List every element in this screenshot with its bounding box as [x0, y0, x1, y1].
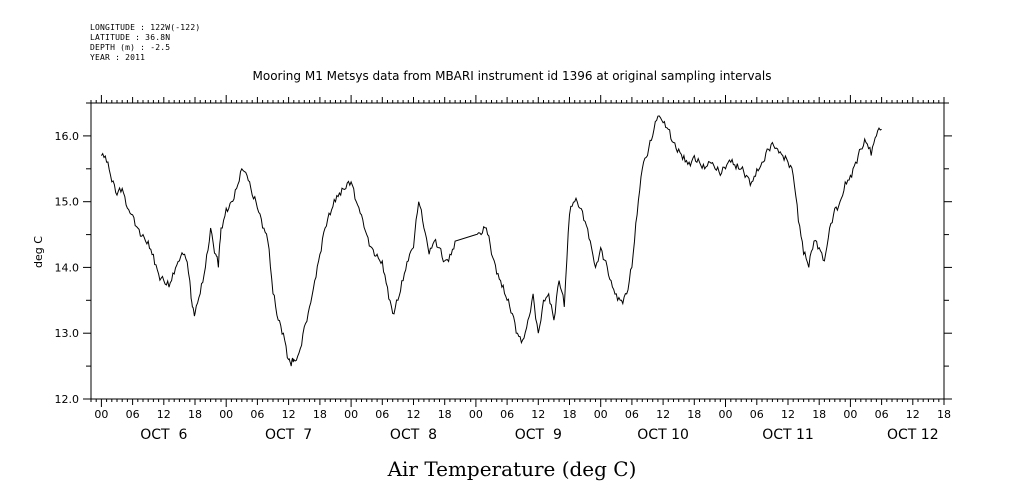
x-day-label: OCT 9	[515, 427, 562, 443]
x-day-labels: OCT 6 OCT 7 OCT 8 OCT 9 OCT 10 OCT 11 OCT 12	[140, 427, 938, 443]
y-tick-label: 16.0	[55, 130, 80, 143]
latitude-label: LATITUDE : 36.8N	[90, 33, 171, 42]
x-tick-label: 12	[531, 408, 545, 421]
x-tick-label: 12	[906, 408, 920, 421]
x-day-label: OCT 11	[762, 427, 814, 443]
x-tick-label: 12	[157, 408, 171, 421]
series-line-air-temperature	[100, 115, 882, 367]
x-tick-label: 06	[126, 408, 140, 421]
y-tick-label: 15.0	[55, 196, 80, 209]
x-tick-label: 12	[282, 408, 296, 421]
year-label: YEAR : 2011	[90, 53, 146, 62]
x-tick-label: 18	[188, 408, 202, 421]
x-tick-label: 18	[313, 408, 327, 421]
longitude-label: LONGITUDE : 122W(-122)	[90, 23, 201, 32]
y-axis-label: deg C	[32, 236, 45, 268]
x-tick-label: 12	[656, 408, 670, 421]
y-tick-label: 12.0	[55, 393, 80, 406]
x-tick-label: 18	[687, 408, 701, 421]
x-day-label: OCT 8	[390, 427, 437, 443]
x-tick-label: 12	[781, 408, 795, 421]
x-tick-label: 12	[407, 408, 421, 421]
x-axis-label: Air Temperature (deg C)	[387, 457, 637, 481]
x-tick-label: 06	[250, 408, 264, 421]
x-tick-label: 06	[500, 408, 514, 421]
x-tick-label: 06	[750, 408, 764, 421]
x-tick-label: 18	[937, 408, 951, 421]
x-day-label: OCT 7	[265, 427, 312, 443]
y-tick-label: 13.0	[55, 327, 80, 340]
x-tick-label: 00	[344, 408, 358, 421]
x-tick-label: 06	[625, 408, 639, 421]
y-tick-label: 14.0	[55, 261, 80, 274]
depth-label: DEPTH (m) : -2.5	[90, 43, 171, 52]
x-tick-label: 06	[875, 408, 889, 421]
x-tick-labels: 00 06 12 18 00 06 12 18 00 06 12 18 00 06 12 18 00 06 12 18…	[94, 408, 951, 421]
x-tick-label: 18	[563, 408, 577, 421]
x-day-label: OCT 12	[887, 427, 939, 443]
chart-title: Mooring M1 Metsys data from MBARI instru…	[253, 69, 772, 83]
x-tick-label: 00	[719, 408, 733, 421]
x-tick-label: 18	[812, 408, 826, 421]
x-day-label: OCT 6	[140, 427, 187, 443]
x-tick-label: 00	[219, 408, 233, 421]
plot-frame	[90, 102, 945, 400]
y-tick-labels: 12.0 13.0 14.0 15.0 16.0	[55, 130, 80, 406]
x-day-label: OCT 10	[637, 427, 689, 443]
x-tick-label: 00	[843, 408, 857, 421]
x-tick-label: 06	[375, 408, 389, 421]
x-tick-label: 00	[94, 408, 108, 421]
x-tick-label: 18	[438, 408, 452, 421]
x-tick-label: 00	[594, 408, 608, 421]
axis-ticks	[83, 95, 952, 407]
x-tick-label: 00	[469, 408, 483, 421]
